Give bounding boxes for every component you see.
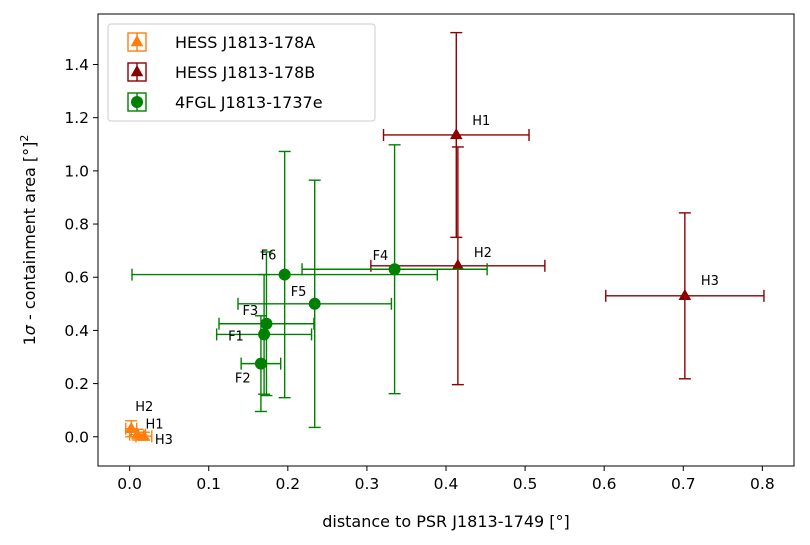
- y-axis-label-sup: 2: [18, 135, 31, 142]
- series-1: H1 H2 H3: [370, 31, 765, 386]
- point-label: F2: [235, 372, 251, 387]
- legend: HESS J1813-178A HESS J1813-178B 4FGL J1813…: [107, 23, 376, 122]
- y-tick-label: 0.8: [64, 216, 89, 234]
- y-axis-label-prefix: 1: [20, 335, 39, 345]
- y-tick-label: 0.4: [64, 322, 89, 340]
- x-tick-label: 0.3: [355, 475, 380, 493]
- data-point: [449, 127, 463, 140]
- point-label: H2: [135, 400, 153, 415]
- x-tick-label: 0.2: [275, 475, 300, 493]
- legend-marker: [131, 96, 143, 108]
- x-tick-label: 0.6: [592, 475, 617, 493]
- y-tick-label: 0.2: [64, 375, 89, 393]
- data-point: [678, 288, 692, 301]
- y-tick-label: 1.0: [64, 162, 89, 180]
- y-tick-label: 1.2: [64, 109, 89, 127]
- point-label: H1: [146, 418, 164, 433]
- data-point: [254, 357, 267, 370]
- legend-label: 4FGL J1813-1737e: [175, 93, 323, 112]
- legend-entry: HESS J1813-178B: [127, 62, 315, 82]
- point-label: F1: [228, 329, 244, 344]
- y-axis-label-sigma: σ: [20, 324, 39, 335]
- data-point: [258, 328, 271, 341]
- legend-entry: 4FGL J1813-1737e: [127, 92, 323, 112]
- x-tick-label: 0.1: [196, 475, 221, 493]
- data-point: [388, 263, 401, 276]
- point-label: H1: [472, 114, 490, 129]
- data-point: [451, 258, 465, 270]
- data-point: [137, 429, 151, 441]
- data-point: [260, 317, 273, 330]
- y-tick-label: 0.6: [64, 269, 89, 287]
- legend-label: HESS J1813-178B: [175, 63, 315, 82]
- data-point: [308, 297, 321, 310]
- legend-marker: [130, 35, 144, 47]
- x-tick-label: 0.4: [434, 475, 459, 493]
- legend-marker: [130, 65, 144, 77]
- point-label: F4: [373, 249, 389, 264]
- data-point: [278, 268, 291, 281]
- point-label: H3: [701, 274, 719, 289]
- x-tick-label: 0.0: [117, 475, 142, 493]
- x-axis-label: distance to PSR J1813-1749 [°]: [322, 512, 570, 531]
- legend-entry: HESS J1813-178A: [127, 32, 315, 52]
- legend-label: HESS J1813-178A: [175, 33, 315, 52]
- point-label: F5: [291, 285, 307, 300]
- y-tick-label: 1.4: [64, 56, 89, 74]
- y-axis-label: 1σ - containment area [°]2: [18, 135, 39, 346]
- y-tick-label: 0.0: [64, 428, 89, 446]
- data-point: [124, 421, 138, 433]
- point-label: F6: [261, 249, 277, 264]
- x-tick-label: 0.7: [671, 475, 696, 493]
- axes: 0.0 0.1 0.2 0.3 0.4 0.5 0.6 0.7 0.8 0.0 0.2 0.4 0.6 0…: [64, 56, 774, 493]
- x-tick-label: 0.8: [750, 475, 775, 493]
- legend-frame: [107, 23, 376, 122]
- point-label: H2: [474, 246, 492, 261]
- point-label: F3: [242, 304, 258, 319]
- point-label: H3: [155, 433, 173, 448]
- y-axis-label-rest: - containment area [°]: [20, 142, 39, 326]
- x-tick-label: 0.5: [513, 475, 538, 493]
- series-2: F1 F2 F3 F4 F5 F6: [131, 144, 488, 429]
